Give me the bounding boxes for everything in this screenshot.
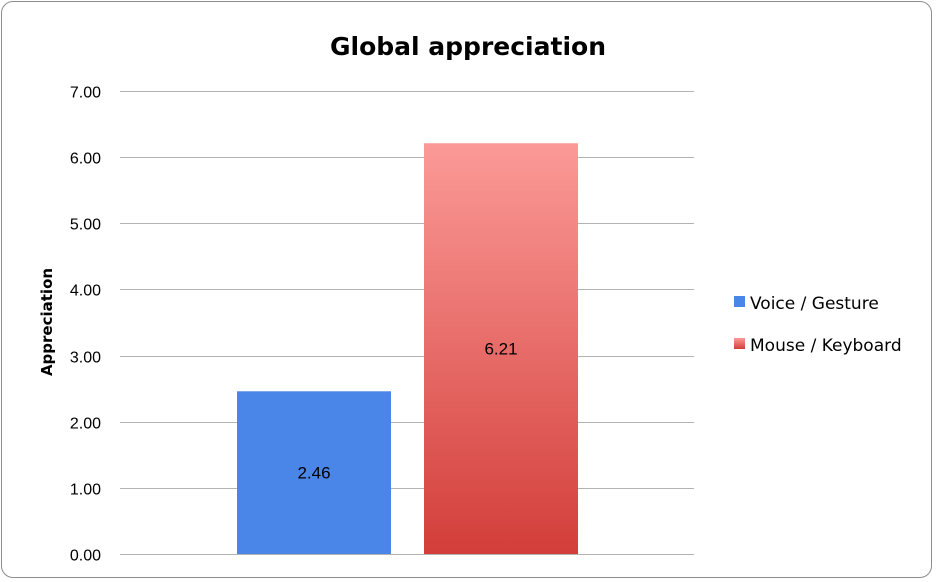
y-tick-labels: 0.00 1.00 2.00 3.00 4.00 5.00 6.00 7.00 [70,85,101,565]
bar-mouse-keyboard [424,143,578,554]
chart-title: Global appreciation [330,32,606,61]
data-label: 6.21 [484,340,517,359]
y-tick-label: 3.00 [70,350,101,367]
legend-swatch [734,338,745,349]
legend-label: Mouse / Keyboard [750,336,902,356]
y-tick-label: 6.00 [70,151,101,168]
data-label: 2.46 [297,464,330,483]
y-tick-label: 4.00 [70,283,101,300]
y-tick-label: 1.00 [70,482,101,499]
gridlines [120,91,694,555]
y-tick-label: 0.00 [70,548,101,565]
y-axis-label: Appreciation [38,268,56,376]
legend-swatch [734,296,745,307]
legend-label: Voice / Gesture [750,294,879,314]
data-labels-group: 2.46 6.21 [297,340,517,483]
bar-voice-gesture [237,391,391,554]
y-tick-label: 5.00 [70,217,101,234]
y-tick-label: 2.00 [70,416,101,433]
bars-group [237,143,578,554]
legend: Voice / Gesture Mouse / Keyboard [734,294,902,356]
y-tick-label: 7.00 [70,85,101,102]
